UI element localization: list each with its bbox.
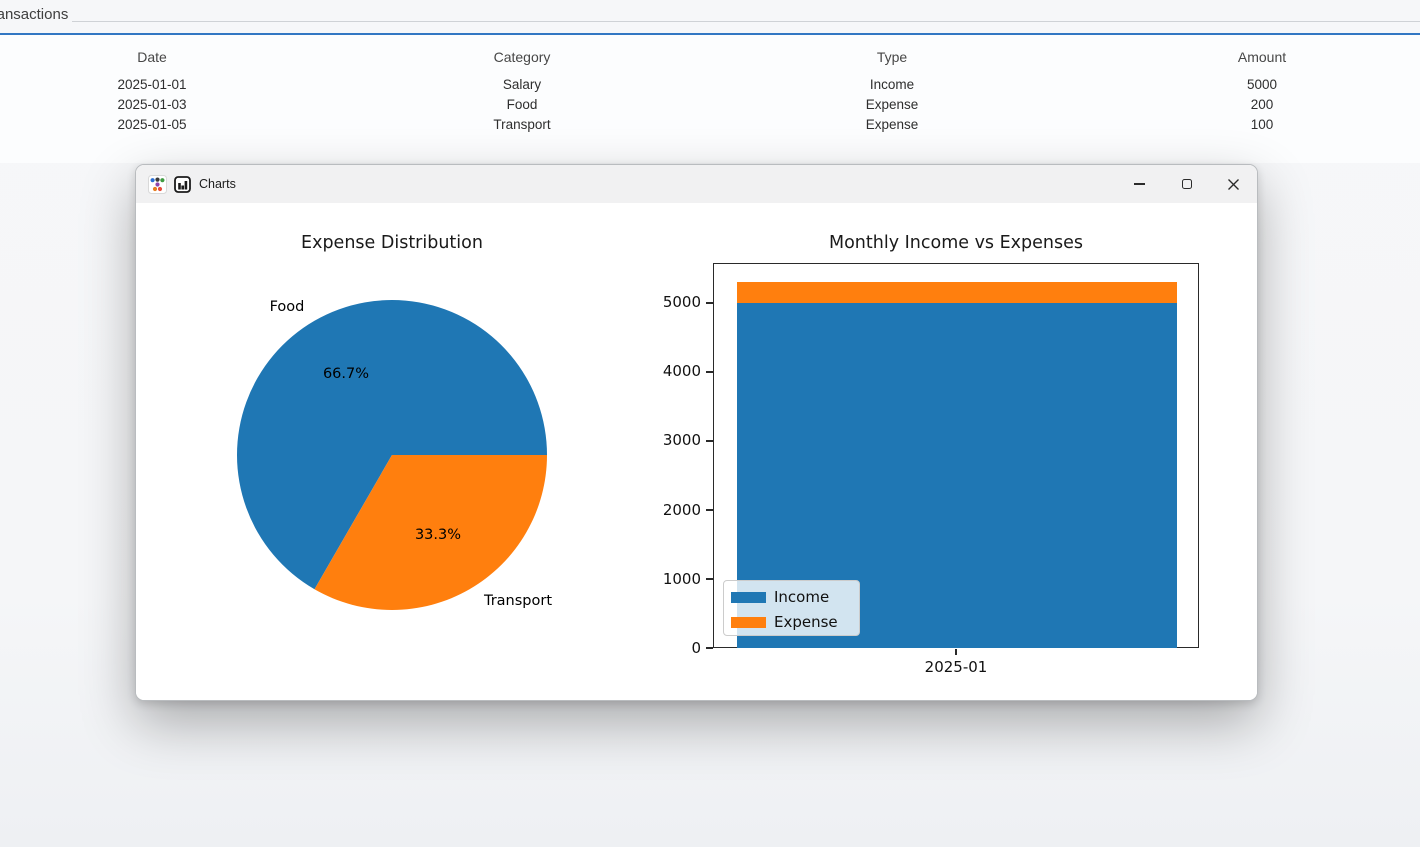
cell-date: 2025-01-01 xyxy=(117,77,187,92)
cell-amount: 5000 xyxy=(1246,77,1278,92)
y-tick-label: 3000 xyxy=(662,431,701,449)
table-row[interactable]: 2025-01-01 Salary Income 5000 xyxy=(0,77,1420,92)
column-header-category[interactable]: Category xyxy=(493,49,551,65)
cell-date: 2025-01-05 xyxy=(117,117,187,132)
y-tick-label: 1000 xyxy=(662,570,701,588)
y-tick-label: 0 xyxy=(691,639,701,657)
expense-swatch-icon xyxy=(731,616,766,628)
cell-category: Food xyxy=(506,97,538,112)
close-icon xyxy=(1228,178,1239,190)
cell-date: 2025-01-03 xyxy=(117,97,187,112)
legend-item-expense: Expense xyxy=(731,613,838,631)
table-row[interactable]: 2025-01-03 Food Expense 200 xyxy=(0,97,1420,112)
maximize-icon xyxy=(1181,179,1192,189)
y-tick-label: 5000 xyxy=(662,293,701,311)
pie-label-food: Food xyxy=(269,299,305,315)
column-header-type[interactable]: Type xyxy=(876,49,908,65)
y-tick-mark xyxy=(706,302,713,304)
window-controls xyxy=(1116,165,1257,203)
title-bar[interactable]: Charts xyxy=(136,165,1257,203)
close-button[interactable] xyxy=(1210,165,1257,203)
y-tick-label: 2000 xyxy=(662,501,701,519)
cell-type: Income xyxy=(869,77,915,92)
cell-amount: 100 xyxy=(1250,117,1274,132)
transactions-group-label: Transactions xyxy=(0,6,69,23)
pie-label-transport: Transport xyxy=(483,593,553,609)
table-row[interactable]: 2025-01-05 Transport Expense 100 xyxy=(0,117,1420,132)
bar-segment-expense xyxy=(737,282,1177,303)
pie-slice-food xyxy=(237,299,547,590)
pie-percent-transport: 33.3% xyxy=(414,527,462,543)
cell-type: Expense xyxy=(865,97,919,112)
y-tick-mark xyxy=(706,440,713,442)
table-header-row: Date Category Type Amount xyxy=(0,49,1420,65)
pie-slice-transport xyxy=(314,455,547,610)
bar-chart-plot-area xyxy=(713,263,1199,648)
groupbox-border xyxy=(72,21,1420,22)
bar-chart-title: Monthly Income vs Expenses xyxy=(828,233,1083,253)
maximize-button[interactable] xyxy=(1163,165,1210,203)
bar-chart-icon xyxy=(174,175,191,193)
legend-label: Income xyxy=(774,588,830,606)
x-tick-label: 2025-01 xyxy=(924,658,988,676)
y-tick-label: 4000 xyxy=(662,362,701,380)
charts-window: Charts Expense Distribution xyxy=(135,164,1258,701)
cell-amount: 200 xyxy=(1250,97,1274,112)
app-dots-icon xyxy=(148,174,167,194)
y-tick-mark xyxy=(706,647,713,649)
legend-label: Expense xyxy=(774,613,838,631)
figure-canvas: Expense Distribution Food 66.7% 33.3% Tr… xyxy=(136,203,1257,700)
legend: Income Expense xyxy=(723,580,860,636)
y-tick-mark xyxy=(706,371,713,373)
column-header-amount[interactable]: Amount xyxy=(1237,49,1287,65)
legend-item-income: Income xyxy=(731,588,829,606)
minimize-icon xyxy=(1134,183,1145,185)
transactions-table-background xyxy=(0,35,1420,163)
income-swatch-icon xyxy=(731,591,766,603)
cell-category: Salary xyxy=(502,77,542,92)
column-header-date[interactable]: Date xyxy=(137,49,167,65)
y-tick-mark xyxy=(706,578,713,580)
x-tick-mark xyxy=(955,649,957,655)
pie-chart-title: Expense Distribution xyxy=(301,233,483,253)
pie-percent-food: 66.7% xyxy=(322,366,370,382)
cell-type: Expense xyxy=(865,117,919,132)
table-accent-border xyxy=(0,33,1420,35)
minimize-button[interactable] xyxy=(1116,165,1163,203)
cell-category: Transport xyxy=(493,117,551,132)
window-title: Charts xyxy=(199,177,236,191)
pie-chart xyxy=(237,299,547,610)
y-tick-mark xyxy=(706,509,713,511)
